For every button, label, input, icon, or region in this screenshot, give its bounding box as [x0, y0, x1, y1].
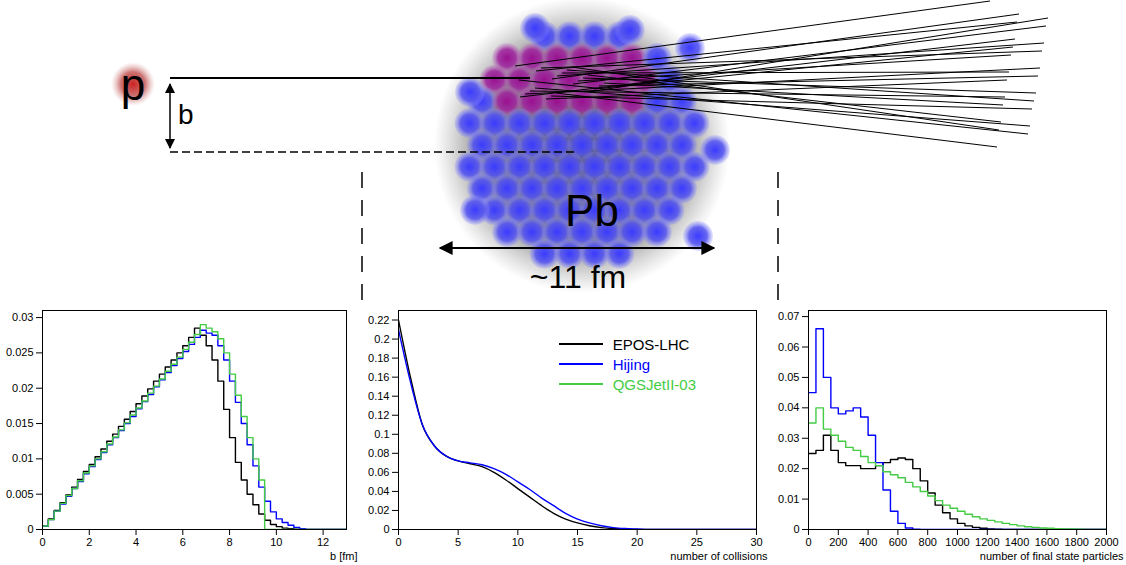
svg-text:6: 6: [180, 536, 186, 548]
svg-text:0.12: 0.12: [368, 409, 389, 421]
svg-text:800: 800: [919, 536, 937, 548]
svg-text:0.02: 0.02: [12, 382, 33, 394]
svg-text:0: 0: [805, 536, 811, 548]
svg-text:15: 15: [571, 536, 583, 548]
svg-text:25: 25: [691, 536, 703, 548]
svg-text:~11 fm: ~11 fm: [530, 259, 626, 295]
svg-text:0.06: 0.06: [368, 466, 389, 478]
html-text:EPOS-LHC: EPOS-LHC: [612, 335, 690, 353]
svg-text:0.07: 0.07: [778, 310, 799, 322]
svg-text:0.1: 0.1: [374, 428, 389, 440]
svg-text:b [fm]: b [fm]: [330, 550, 358, 562]
svg-text:0.02: 0.02: [778, 462, 799, 474]
svg-text:1800: 1800: [1064, 536, 1088, 548]
svg-text:1600: 1600: [1035, 536, 1059, 548]
svg-text:0: 0: [793, 523, 799, 535]
svg-text:0.04: 0.04: [778, 401, 799, 413]
svg-text:0.04: 0.04: [368, 485, 389, 497]
svg-text:0.16: 0.16: [368, 371, 389, 383]
svg-text:0.03: 0.03: [12, 311, 33, 323]
svg-text:0.05: 0.05: [778, 371, 799, 383]
svg-text:2000: 2000: [1094, 536, 1118, 548]
svg-text:400: 400: [859, 536, 877, 548]
svg-text:1400: 1400: [1005, 536, 1029, 548]
html-text:QGSJetII-03: QGSJetII-03: [612, 375, 696, 393]
svg-text:4: 4: [133, 536, 139, 548]
svg-text:8: 8: [227, 536, 233, 548]
svg-text:0: 0: [27, 523, 33, 535]
svg-text:0.02: 0.02: [368, 504, 389, 516]
svg-text:0: 0: [39, 536, 45, 548]
svg-text:1200: 1200: [975, 536, 999, 548]
svg-text:1000: 1000: [945, 536, 969, 548]
svg-text:10: 10: [512, 536, 524, 548]
svg-text:0.08: 0.08: [368, 447, 389, 459]
svg-text:0.06: 0.06: [778, 341, 799, 353]
svg-text:0.025: 0.025: [6, 346, 34, 358]
svg-text:12: 12: [317, 536, 329, 548]
svg-text:Pb: Pb: [565, 186, 619, 235]
svg-text:600: 600: [889, 536, 907, 548]
svg-text:0.22: 0.22: [368, 314, 389, 326]
svg-text:0.2: 0.2: [374, 333, 389, 345]
svg-text:2: 2: [86, 536, 92, 548]
svg-text:0.015: 0.015: [6, 417, 34, 429]
svg-text:0: 0: [395, 536, 401, 548]
svg-text:number of final state particle: number of final state particles: [980, 550, 1124, 562]
svg-text:30: 30: [750, 536, 762, 548]
svg-text:0.01: 0.01: [12, 452, 33, 464]
svg-text:0: 0: [383, 523, 389, 535]
svg-text:20: 20: [631, 536, 643, 548]
html-text:Hijing: Hijing: [612, 355, 651, 373]
svg-text:0.01: 0.01: [778, 493, 799, 505]
svg-text:0.18: 0.18: [368, 352, 389, 364]
svg-text:0.03: 0.03: [778, 432, 799, 444]
svg-text:200: 200: [829, 536, 847, 548]
svg-text:5: 5: [455, 536, 461, 548]
svg-text:0.005: 0.005: [6, 488, 34, 500]
svg-text:0.14: 0.14: [368, 390, 389, 402]
svg-text:10: 10: [270, 536, 282, 548]
svg-text:b: b: [178, 99, 194, 130]
svg-text:number of collisions: number of collisions: [670, 550, 768, 562]
svg-text:p: p: [121, 60, 145, 109]
